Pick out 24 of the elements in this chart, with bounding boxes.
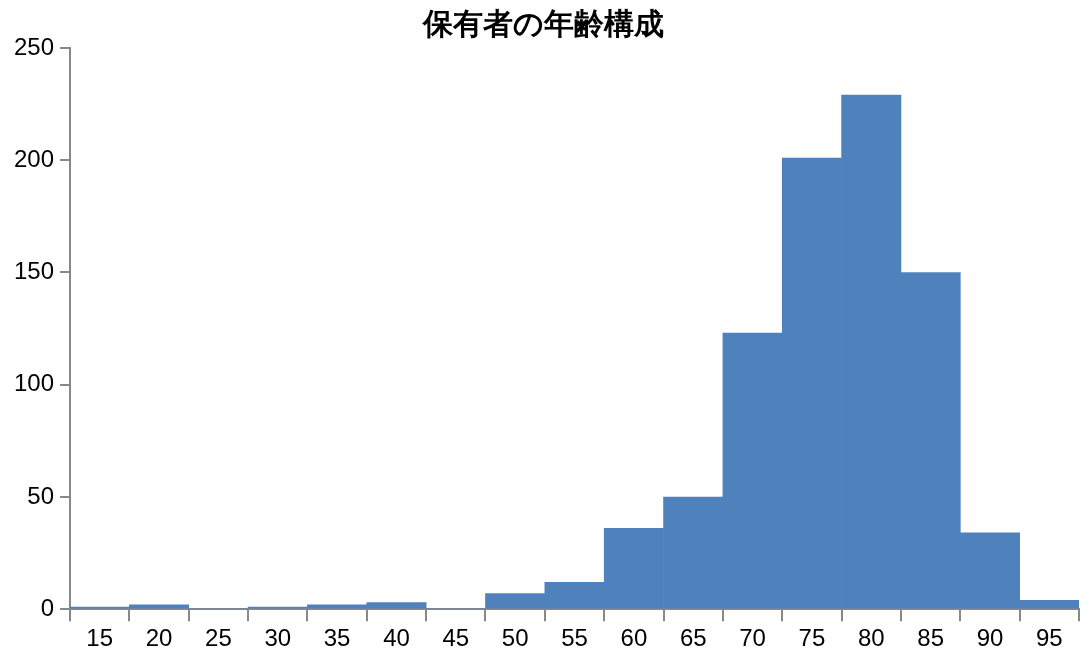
x-tick-label: 60 <box>620 624 648 652</box>
y-tick-label: 150 <box>14 257 55 285</box>
x-tick-label: 15 <box>86 624 114 652</box>
y-tick-label: 250 <box>14 32 55 60</box>
x-tick-label: 70 <box>739 624 766 652</box>
x-tick-label: 80 <box>857 624 885 652</box>
x-tick-label: 30 <box>264 624 292 652</box>
x-tick-label: 20 <box>145 624 173 652</box>
x-tick-label: 55 <box>561 624 588 652</box>
y-tick-label: 200 <box>14 144 55 172</box>
x-tick-label: 45 <box>442 624 470 652</box>
x-tick-label: 90 <box>976 624 1004 652</box>
chart-title: 保有者の年齢構成 <box>422 5 664 41</box>
x-tick-label: 40 <box>383 624 410 652</box>
y-tick-label: 0 <box>40 593 55 621</box>
x-tick-label: 95 <box>1035 624 1063 652</box>
x-tick-label: 85 <box>917 624 944 652</box>
y-tick-label: 100 <box>14 369 55 397</box>
y-tick-label: 50 <box>27 481 55 509</box>
x-tick-label: 65 <box>679 624 707 652</box>
x-tick-label: 35 <box>323 624 351 652</box>
x-tick-label: 75 <box>798 624 826 652</box>
x-tick-label: 25 <box>205 624 232 652</box>
x-tick-label: 50 <box>501 624 529 652</box>
